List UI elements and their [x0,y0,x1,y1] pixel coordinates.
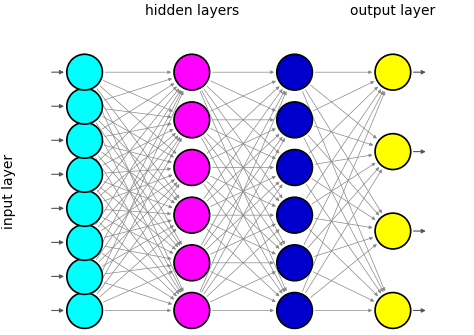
Ellipse shape [375,134,410,170]
Ellipse shape [174,54,210,90]
Ellipse shape [375,54,410,90]
Ellipse shape [375,292,410,328]
Ellipse shape [67,88,102,124]
Text: hidden layers: hidden layers [145,4,239,18]
Ellipse shape [67,259,102,294]
Ellipse shape [67,224,102,260]
Ellipse shape [277,102,312,138]
Ellipse shape [67,156,102,192]
Ellipse shape [174,245,210,281]
Ellipse shape [277,197,312,233]
Ellipse shape [375,213,410,249]
Ellipse shape [277,245,312,281]
Ellipse shape [277,149,312,186]
Ellipse shape [67,292,102,328]
Ellipse shape [277,54,312,90]
Ellipse shape [174,197,210,233]
Ellipse shape [174,102,210,138]
Ellipse shape [67,190,102,226]
Ellipse shape [277,292,312,328]
Text: output layer: output layer [350,4,436,18]
Ellipse shape [174,292,210,328]
Text: input layer: input layer [2,154,16,229]
Ellipse shape [67,54,102,90]
Ellipse shape [67,122,102,158]
Ellipse shape [174,149,210,186]
